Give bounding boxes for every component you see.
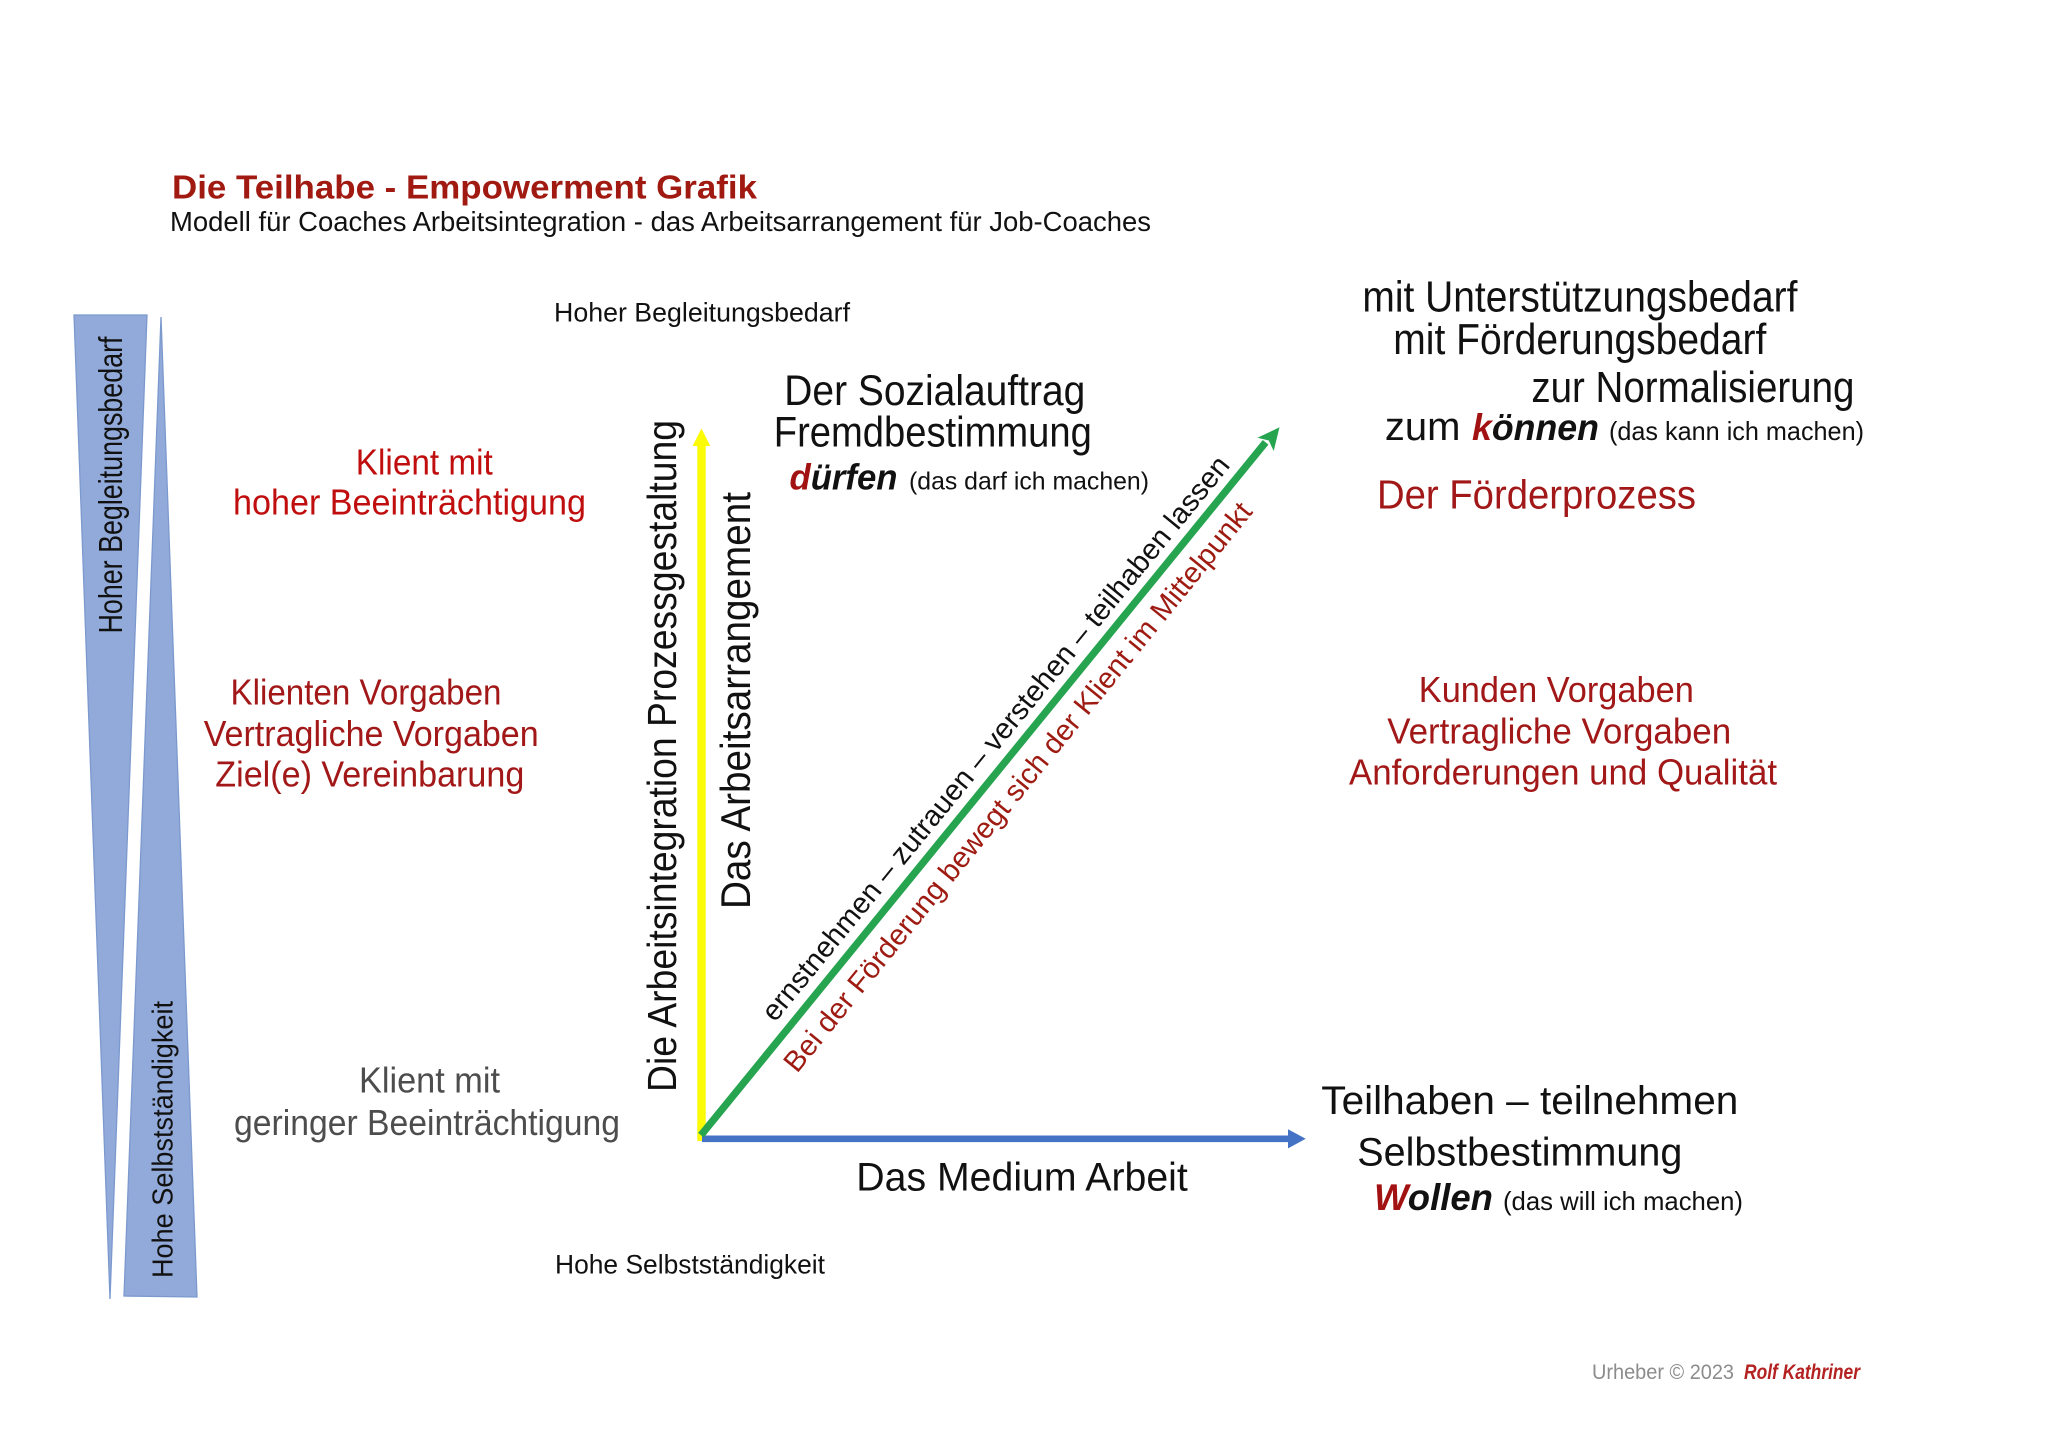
svg-text:Anforderungen und Qualität: Anforderungen und Qualität <box>1349 752 1777 793</box>
svg-text:dürfen: dürfen <box>790 457 898 498</box>
svg-text:Fremdbestimmung: Fremdbestimmung <box>774 409 1092 457</box>
svg-text:zur Normalisierung: zur Normalisierung <box>1531 363 1854 412</box>
svg-text:Rolf Kathriner: Rolf Kathriner <box>1744 1361 1862 1384</box>
svg-text:Teilhaben – teilnehmen: Teilhaben – teilnehmen <box>1321 1079 1738 1123</box>
svg-text:(das darf ich machen): (das darf ich machen) <box>909 468 1149 496</box>
svg-text:Der Förderprozess: Der Förderprozess <box>1377 472 1696 518</box>
svg-text:Klienten Vorgaben: Klienten Vorgaben <box>231 671 502 712</box>
svg-text:Vertragliche Vorgaben: Vertragliche Vorgaben <box>204 713 539 754</box>
svg-text:Das Arbeitsarrangement: Das Arbeitsarrangement <box>712 492 759 909</box>
svg-text:Klient mit: Klient mit <box>359 1060 500 1101</box>
svg-text:Modell für Coaches Arbeitsinte: Modell für Coaches Arbeitsintegration - … <box>170 206 1151 237</box>
svg-text:Wollen: Wollen <box>1374 1177 1493 1218</box>
svg-text:geringer Beeinträchtigung: geringer Beeinträchtigung <box>234 1102 620 1143</box>
svg-text:Hohe Selbstständigkeit: Hohe Selbstständigkeit <box>555 1250 825 1280</box>
svg-text:Selbstbestimmung: Selbstbestimmung <box>1357 1131 1682 1175</box>
svg-text:Die Arbeitsintegration Prozess: Die Arbeitsintegration Prozessgestaltung <box>639 420 685 1092</box>
svg-text:Hoher Begleitungsbedarf: Hoher Begleitungsbedarf <box>92 336 129 634</box>
svg-text:Klient mit: Klient mit <box>356 441 493 482</box>
svg-text:Hoher Begleitungsbedarf: Hoher Begleitungsbedarf <box>554 298 850 328</box>
svg-text:Bei der Förderung bewegt sich: Bei der Förderung bewegt sich der Klient… <box>778 496 1259 1078</box>
svg-text:können: können <box>1472 406 1599 448</box>
svg-text:Urheber © 2023: Urheber © 2023 <box>1592 1360 1734 1384</box>
svg-text:Der Sozialauftrag: Der Sozialauftrag <box>784 367 1085 415</box>
svg-text:Ziel(e) Vereinbarung: Ziel(e) Vereinbarung <box>215 754 524 795</box>
svg-text:mit Unterstützungsbedarf: mit Unterstützungsbedarf <box>1362 272 1798 321</box>
svg-text:zum: zum <box>1385 405 1461 449</box>
svg-text:hoher Beeinträchtigung: hoher Beeinträchtigung <box>233 481 586 522</box>
svg-text:(das will ich machen): (das will ich machen) <box>1503 1186 1743 1216</box>
svg-text:Die Teilhabe - Empowerment Gra: Die Teilhabe - Empowerment Grafik <box>172 169 758 206</box>
svg-text:(das kann ich machen): (das kann ich machen) <box>1609 416 1864 446</box>
svg-text:Vertragliche Vorgaben: Vertragliche Vorgaben <box>1387 711 1731 752</box>
svg-text:Hohe Selbstständigkeit: Hohe Selbstständigkeit <box>148 1001 180 1278</box>
svg-text:mit Förderungsbedarf: mit Förderungsbedarf <box>1393 315 1767 364</box>
svg-text:Kunden Vorgaben: Kunden Vorgaben <box>1419 669 1694 710</box>
svg-text:Das Medium Arbeit: Das Medium Arbeit <box>856 1156 1188 1200</box>
svg-text:ernstnehmen – zutrauen – verst: ernstnehmen – zutrauen – verstehen – tei… <box>756 450 1237 1027</box>
